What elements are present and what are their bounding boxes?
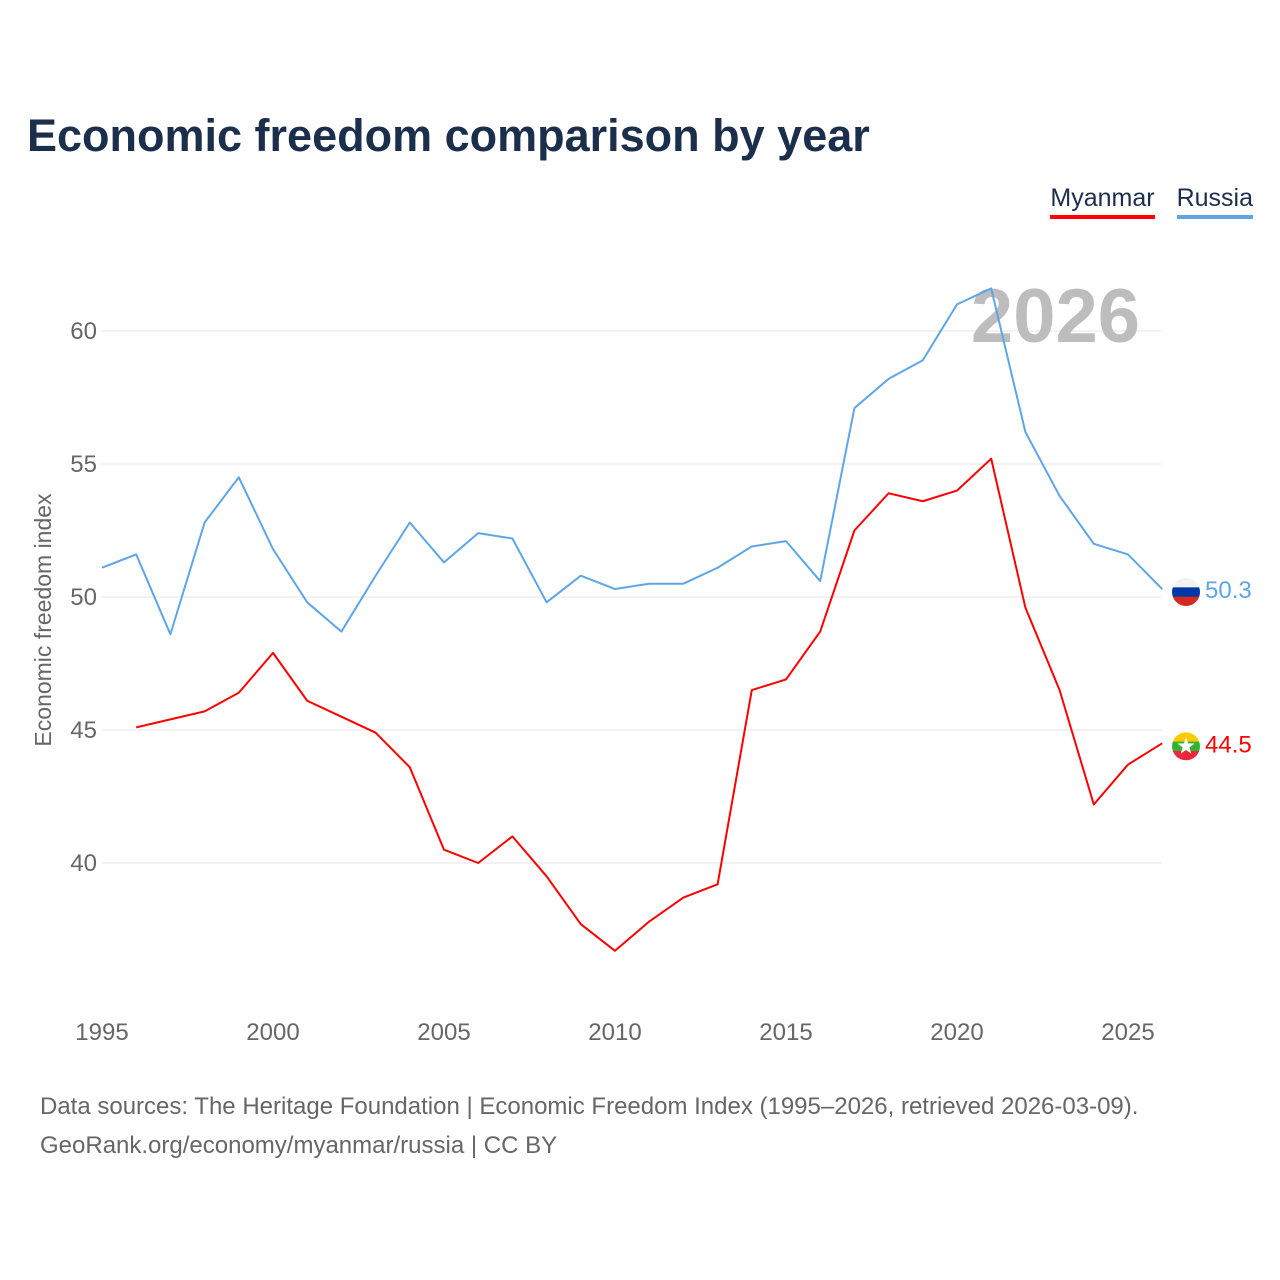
- data-point[interactable]: [474, 859, 482, 867]
- data-point[interactable]: [235, 689, 243, 697]
- data-point[interactable]: [919, 356, 927, 364]
- x-tick-label: 2025: [1101, 1019, 1154, 1046]
- year-watermark: 2026: [971, 274, 1140, 359]
- data-point[interactable]: [1124, 550, 1132, 558]
- x-tick-label: 2010: [588, 1019, 641, 1046]
- data-point[interactable]: [303, 598, 311, 606]
- legend-myanmar[interactable]: Myanmar: [1050, 184, 1155, 219]
- data-point[interactable]: [816, 577, 824, 585]
- data-point[interactable]: [1090, 800, 1098, 808]
- data-point[interactable]: [748, 542, 756, 550]
- legend: Myanmar Russia: [1050, 184, 1253, 219]
- attribution-text[interactable]: GeoRank.org/economy/myanmar/russia | CC …: [40, 1132, 558, 1159]
- data-point[interactable]: [508, 534, 516, 542]
- russia-flag-icon: [1172, 578, 1200, 607]
- myanmar-flag-icon: [1172, 732, 1200, 761]
- x-tick-label: 2000: [246, 1019, 299, 1046]
- data-point[interactable]: [1021, 604, 1029, 612]
- data-point[interactable]: [611, 585, 619, 593]
- data-point[interactable]: [372, 572, 380, 580]
- data-point[interactable]: [508, 832, 516, 840]
- data-point[interactable]: [645, 580, 653, 588]
- data-point[interactable]: [337, 713, 345, 721]
- y-tick-label: 45: [70, 717, 97, 744]
- data-point[interactable]: [885, 375, 893, 383]
- data-point[interactable]: [816, 628, 824, 636]
- data-point[interactable]: [474, 529, 482, 537]
- data-point[interactable]: [235, 473, 243, 481]
- y-axis-label: Economic freedom index: [30, 493, 56, 747]
- data-point[interactable]: [132, 550, 140, 558]
- data-point[interactable]: [166, 715, 174, 723]
- y-tick-label: 40: [70, 850, 97, 877]
- source-text: Data sources: The Heritage Foundation | …: [40, 1093, 1139, 1120]
- data-point[interactable]: [748, 686, 756, 694]
- data-point[interactable]: [679, 894, 687, 902]
- data-point[interactable]: [577, 920, 585, 928]
- data-point[interactable]: [987, 284, 995, 292]
- data-point[interactable]: [98, 564, 106, 572]
- data-point[interactable]: [1021, 428, 1029, 436]
- data-point[interactable]: [987, 455, 995, 463]
- data-point[interactable]: [953, 487, 961, 495]
- data-point[interactable]: [714, 880, 722, 888]
- data-point[interactable]: [885, 489, 893, 497]
- series-line-russia: [101, 287, 1163, 636]
- data-point[interactable]: [850, 404, 858, 412]
- end-label-myanmar: 44.5: [1205, 731, 1252, 758]
- data-point[interactable]: [543, 598, 551, 606]
- data-point[interactable]: [850, 527, 858, 535]
- data-point[interactable]: [782, 675, 790, 683]
- data-point[interactable]: [406, 519, 414, 527]
- data-point[interactable]: [953, 300, 961, 308]
- footer: Data sources: The Heritage Foundation | …: [40, 1087, 1138, 1165]
- y-tick-label: 60: [70, 318, 97, 345]
- chart-title: Economic freedom comparison by year: [27, 110, 870, 161]
- data-point[interactable]: [543, 872, 551, 880]
- data-point[interactable]: [645, 918, 653, 926]
- data-point[interactable]: [201, 519, 209, 527]
- data-point[interactable]: [201, 707, 209, 715]
- y-tick-label: 50: [70, 584, 97, 611]
- data-point[interactable]: [372, 729, 380, 737]
- end-label-russia: 50.3: [1205, 577, 1252, 604]
- series-line-myanmar: [135, 457, 1163, 952]
- x-tick-label: 2015: [759, 1019, 812, 1046]
- data-point[interactable]: [337, 628, 345, 636]
- data-point[interactable]: [269, 545, 277, 553]
- data-point[interactable]: [440, 846, 448, 854]
- data-point[interactable]: [1056, 686, 1064, 694]
- data-point[interactable]: [577, 572, 585, 580]
- data-point[interactable]: [1056, 492, 1064, 500]
- data-point[interactable]: [611, 947, 619, 955]
- data-point[interactable]: [1158, 739, 1166, 747]
- x-tick-label: 1995: [75, 1019, 128, 1046]
- data-point[interactable]: [679, 580, 687, 588]
- data-point[interactable]: [406, 763, 414, 771]
- data-point[interactable]: [919, 497, 927, 505]
- data-point[interactable]: [440, 558, 448, 566]
- data-point[interactable]: [782, 537, 790, 545]
- data-point[interactable]: [714, 564, 722, 572]
- y-tick-label: 55: [70, 451, 97, 478]
- data-point[interactable]: [1124, 761, 1132, 769]
- data-point[interactable]: [1090, 540, 1098, 548]
- data-point[interactable]: [269, 649, 277, 657]
- x-tick-label: 2005: [417, 1019, 470, 1046]
- data-point[interactable]: [132, 723, 140, 731]
- legend-russia[interactable]: Russia: [1176, 184, 1253, 219]
- data-point[interactable]: [1158, 585, 1166, 593]
- data-point[interactable]: [303, 697, 311, 705]
- x-tick-label: 2020: [930, 1019, 983, 1046]
- data-point[interactable]: [166, 630, 174, 638]
